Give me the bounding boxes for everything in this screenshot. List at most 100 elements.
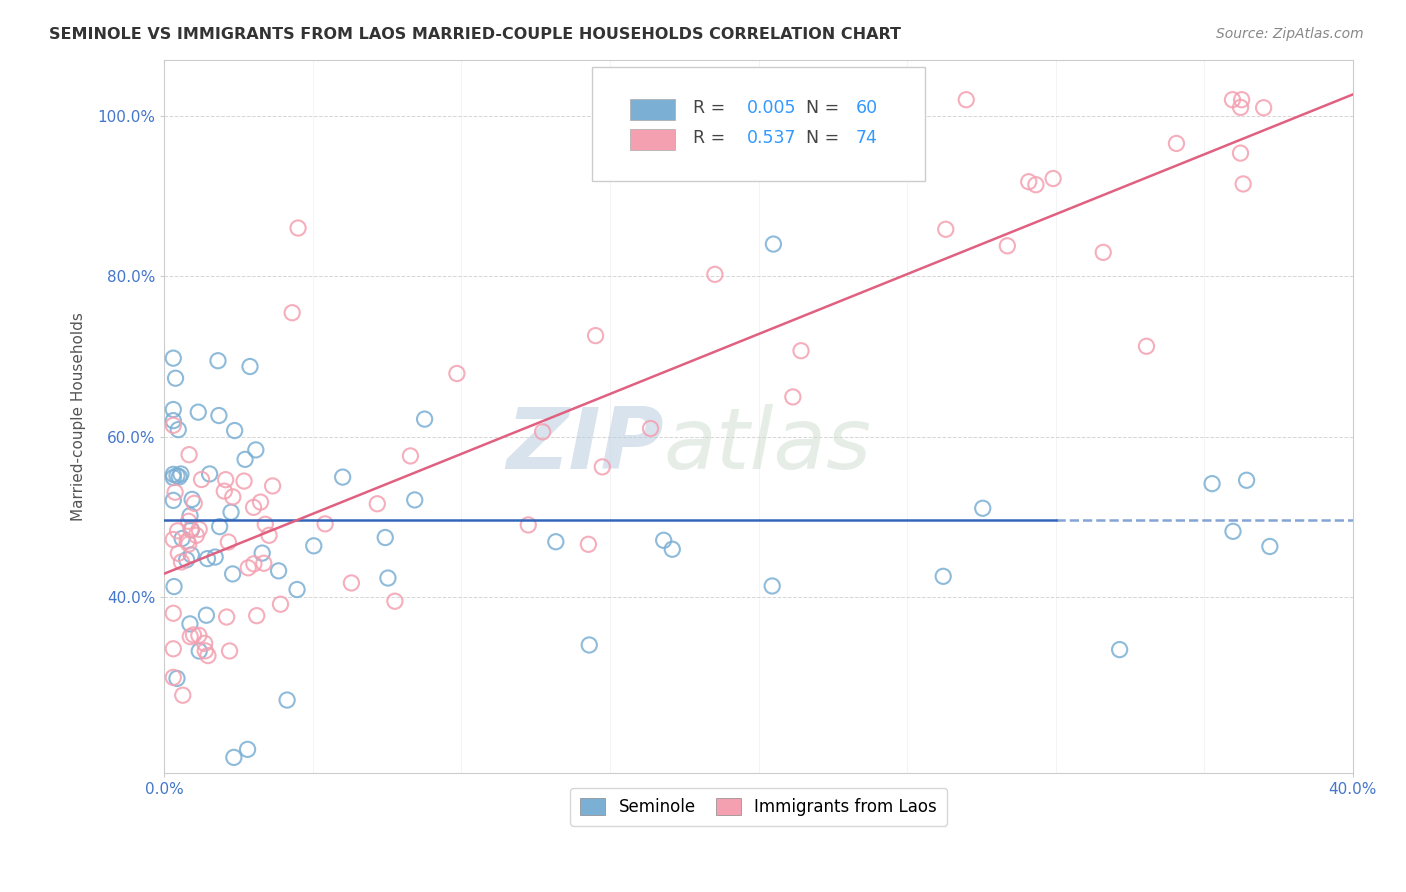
Text: 0.537: 0.537 [747, 129, 796, 147]
Point [761, 579, 783, 593]
Point [219, 505, 242, 519]
Point [253, 556, 276, 570]
FancyBboxPatch shape [630, 99, 675, 120]
Point [935, 222, 957, 236]
FancyBboxPatch shape [592, 67, 925, 181]
Point [187, 628, 209, 642]
Point [972, 501, 994, 516]
Point [215, 610, 238, 624]
Point [183, 628, 205, 642]
Text: N =: N = [806, 129, 845, 147]
Point [224, 424, 246, 438]
Point [782, 390, 804, 404]
Y-axis label: Married-couple Households: Married-couple Households [72, 312, 86, 521]
Point [1229, 146, 1251, 161]
Point [932, 569, 955, 583]
Point [1222, 93, 1244, 107]
Point [162, 493, 184, 508]
Point [242, 500, 264, 515]
Point [276, 693, 298, 707]
Point [233, 452, 256, 467]
Point [172, 532, 194, 546]
Point [163, 580, 186, 594]
Point [269, 597, 291, 611]
Point [197, 551, 219, 566]
Point [995, 239, 1018, 253]
Point [377, 571, 399, 585]
Text: R =: R = [693, 129, 731, 147]
Point [180, 522, 202, 536]
Point [243, 557, 266, 571]
Point [222, 750, 245, 764]
Point [544, 534, 567, 549]
Point [162, 470, 184, 484]
Point [1108, 642, 1130, 657]
Point [208, 519, 231, 533]
Point [172, 688, 194, 702]
Point [245, 442, 267, 457]
Point [249, 495, 271, 509]
Point [652, 533, 675, 548]
Point [302, 539, 325, 553]
Point [187, 405, 209, 419]
Point [254, 517, 277, 532]
Point [180, 548, 202, 562]
Point [176, 534, 198, 549]
Point [165, 485, 187, 500]
Point [222, 490, 245, 504]
Point [281, 306, 304, 320]
Point [162, 467, 184, 482]
Point [217, 535, 239, 549]
Point [1258, 540, 1281, 554]
Point [790, 343, 813, 358]
Point [162, 607, 184, 621]
Point [195, 608, 218, 623]
Point [162, 402, 184, 417]
Point [640, 421, 662, 435]
Text: 74: 74 [856, 129, 877, 147]
Point [177, 514, 200, 528]
Text: ZIP: ZIP [506, 403, 664, 486]
Point [340, 576, 363, 591]
Point [190, 473, 212, 487]
Point [198, 467, 221, 481]
Point [585, 328, 607, 343]
Point [246, 608, 269, 623]
Point [215, 473, 238, 487]
Point [183, 496, 205, 510]
Point [1135, 339, 1157, 353]
Point [166, 468, 188, 483]
Point [1236, 473, 1258, 487]
Text: SEMINOLE VS IMMIGRANTS FROM LAOS MARRIED-COUPLE HOUSEHOLDS CORRELATION CHART: SEMINOLE VS IMMIGRANTS FROM LAOS MARRIED… [49, 27, 901, 42]
Point [1042, 171, 1064, 186]
Point [170, 467, 193, 481]
Point [384, 594, 406, 608]
Point [531, 425, 554, 439]
Point [314, 516, 336, 531]
Point [399, 449, 422, 463]
Point [517, 517, 540, 532]
Point [208, 409, 231, 423]
Point [1025, 178, 1047, 192]
Point [955, 93, 977, 107]
Point [262, 479, 284, 493]
Point [446, 367, 468, 381]
Point [188, 522, 211, 536]
Point [197, 648, 219, 663]
Point [207, 353, 229, 368]
Legend: Seminole, Immigrants from Laos: Seminole, Immigrants from Laos [571, 788, 946, 826]
Point [287, 221, 309, 235]
Point [239, 359, 262, 374]
Point [166, 672, 188, 686]
Point [214, 484, 236, 499]
Point [413, 412, 436, 426]
Point [194, 636, 217, 650]
Point [177, 448, 200, 462]
Point [1018, 175, 1040, 189]
Point [1253, 101, 1275, 115]
Point [332, 470, 354, 484]
Point [162, 418, 184, 433]
Point [218, 644, 240, 658]
Point [576, 537, 599, 551]
Point [180, 523, 202, 537]
